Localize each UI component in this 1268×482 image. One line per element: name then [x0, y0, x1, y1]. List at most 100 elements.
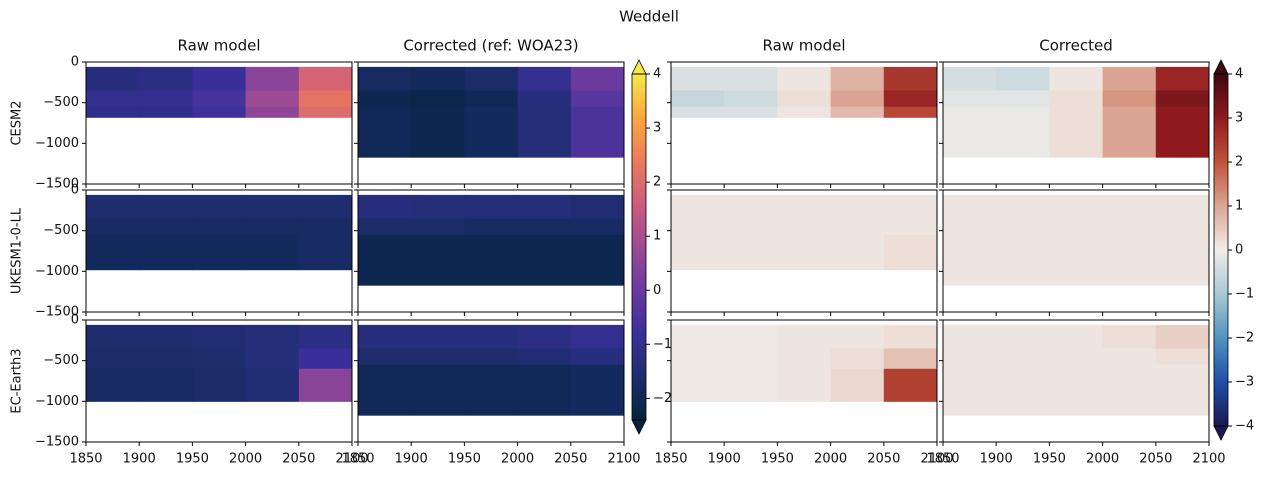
- colorbar-tick-label: −1: [653, 337, 672, 352]
- heatmap-cell: [1155, 106, 1210, 158]
- colorbar-frame: [631, 73, 647, 421]
- x-tick-label: 1850: [69, 452, 102, 467]
- heatmap-cell: [943, 324, 997, 349]
- colorbar-tick-label: 1: [653, 229, 661, 244]
- colorbar-tick-label: 3: [1235, 111, 1243, 126]
- heatmap-cell: [943, 106, 997, 158]
- heatmap-cell: [464, 364, 519, 416]
- colorbar-tick-label: −2: [1235, 331, 1254, 346]
- heatmap-cell: [996, 324, 1050, 349]
- heatmap-cell: [192, 234, 247, 271]
- colorbar-tick-label: 0: [1235, 243, 1243, 258]
- x-tick-label: 2100: [335, 452, 368, 467]
- heatmap-cell: [86, 218, 140, 236]
- heatmap-cell: [830, 348, 885, 370]
- y-tick-label: −1000: [35, 264, 79, 279]
- heatmap-cell: [517, 66, 572, 91]
- heatmap-cell: [777, 324, 832, 349]
- heatmap-cell: [830, 106, 885, 118]
- heatmap-cell: [358, 90, 412, 108]
- heatmap-cell: [570, 194, 625, 219]
- heatmap-cell: [830, 218, 885, 236]
- heatmap-cell: [411, 234, 465, 286]
- heatmap-cell: [1155, 324, 1210, 349]
- x-tick-label: 2050: [554, 452, 587, 467]
- heatmap-cell: [139, 218, 193, 236]
- column-title: Raw model: [762, 37, 845, 55]
- heatmap-cell: [139, 194, 193, 219]
- heatmap-cell: [570, 66, 625, 91]
- x-tick-label: 2050: [1139, 452, 1172, 467]
- x-tick-label: 1950: [761, 452, 794, 467]
- heatmap-cell: [517, 324, 572, 349]
- heatmap-cell: [245, 218, 300, 236]
- heatmap-cell: [298, 218, 353, 236]
- x-tick-label: 1850: [341, 452, 374, 467]
- heatmap-cell: [517, 218, 572, 236]
- heatmap-cell: [943, 194, 997, 219]
- heatmap-cell: [996, 218, 1050, 236]
- y-tick-label: −500: [43, 353, 79, 368]
- heatmap-cell: [411, 218, 465, 236]
- x-tick-label: 1900: [123, 452, 156, 467]
- heatmap-cell: [464, 218, 519, 236]
- colorbar-tick-label: −4: [1235, 419, 1254, 434]
- heatmap-cell: [358, 348, 412, 366]
- heatmap-cell: [245, 194, 300, 219]
- heatmap-cell: [883, 324, 938, 349]
- heatmap-cell: [724, 348, 778, 370]
- heatmap-cell: [1049, 364, 1104, 416]
- heatmap-cell: [671, 348, 725, 370]
- panel-frame: [942, 319, 1210, 443]
- x-tick-label: 2050: [867, 452, 900, 467]
- heatmap-cell: [86, 194, 140, 219]
- heatmap-cell: [298, 368, 353, 402]
- heatmap-cell: [192, 348, 247, 370]
- heatmap-cell: [86, 348, 140, 370]
- heatmap-cell: [943, 90, 997, 108]
- row-label: EC-Earth3: [10, 348, 25, 413]
- heatmap-cell: [1102, 324, 1157, 349]
- heatmap-cell: [1102, 106, 1157, 158]
- heatmap-cell: [139, 234, 193, 271]
- heatmap-cell: [411, 90, 465, 108]
- row-label: UKESM1-0-LL: [10, 207, 25, 294]
- heatmap-cell: [139, 348, 193, 370]
- panel-frame: [942, 189, 1210, 313]
- heatmap-cell: [1155, 234, 1210, 286]
- heatmap-cell: [996, 90, 1050, 108]
- colorbar-tick-label: 0: [653, 283, 661, 298]
- heatmap-cell: [996, 66, 1050, 91]
- heatmap-cell: [517, 364, 572, 416]
- x-tick-label: 2000: [1086, 452, 1119, 467]
- y-tick-label: −1000: [35, 136, 79, 151]
- heatmap-cell: [411, 106, 465, 158]
- heatmap-cell: [464, 348, 519, 366]
- x-tick-label: 1850: [654, 452, 687, 467]
- heatmap-cell: [671, 234, 725, 271]
- heatmap-cell: [517, 234, 572, 286]
- heatmap-cell: [1049, 234, 1104, 286]
- heatmap-cell: [245, 324, 300, 349]
- heatmap-cell: [1049, 194, 1104, 219]
- heatmap-cell: [1102, 90, 1157, 108]
- heatmap-cell: [192, 90, 247, 108]
- heatmap-cell: [464, 234, 519, 286]
- y-tick-label: −1000: [35, 394, 79, 409]
- heatmap-cell: [192, 194, 247, 219]
- colorbar-tick-label: 3: [653, 121, 661, 136]
- heatmap-cell: [883, 194, 938, 219]
- heatmap-cell: [1049, 90, 1104, 108]
- heatmap-cell: [570, 364, 625, 416]
- heatmap-cell: [411, 348, 465, 366]
- heatmap-cell: [777, 90, 832, 108]
- heatmap-cell: [671, 218, 725, 236]
- heatmap-cell: [358, 218, 412, 236]
- panel-frame: [357, 319, 625, 443]
- heatmap-cell: [777, 218, 832, 236]
- y-tick-label: 0: [71, 313, 79, 328]
- heatmap-cell: [86, 66, 140, 91]
- heatmap-cell: [139, 66, 193, 91]
- heatmap-cell: [1102, 234, 1157, 286]
